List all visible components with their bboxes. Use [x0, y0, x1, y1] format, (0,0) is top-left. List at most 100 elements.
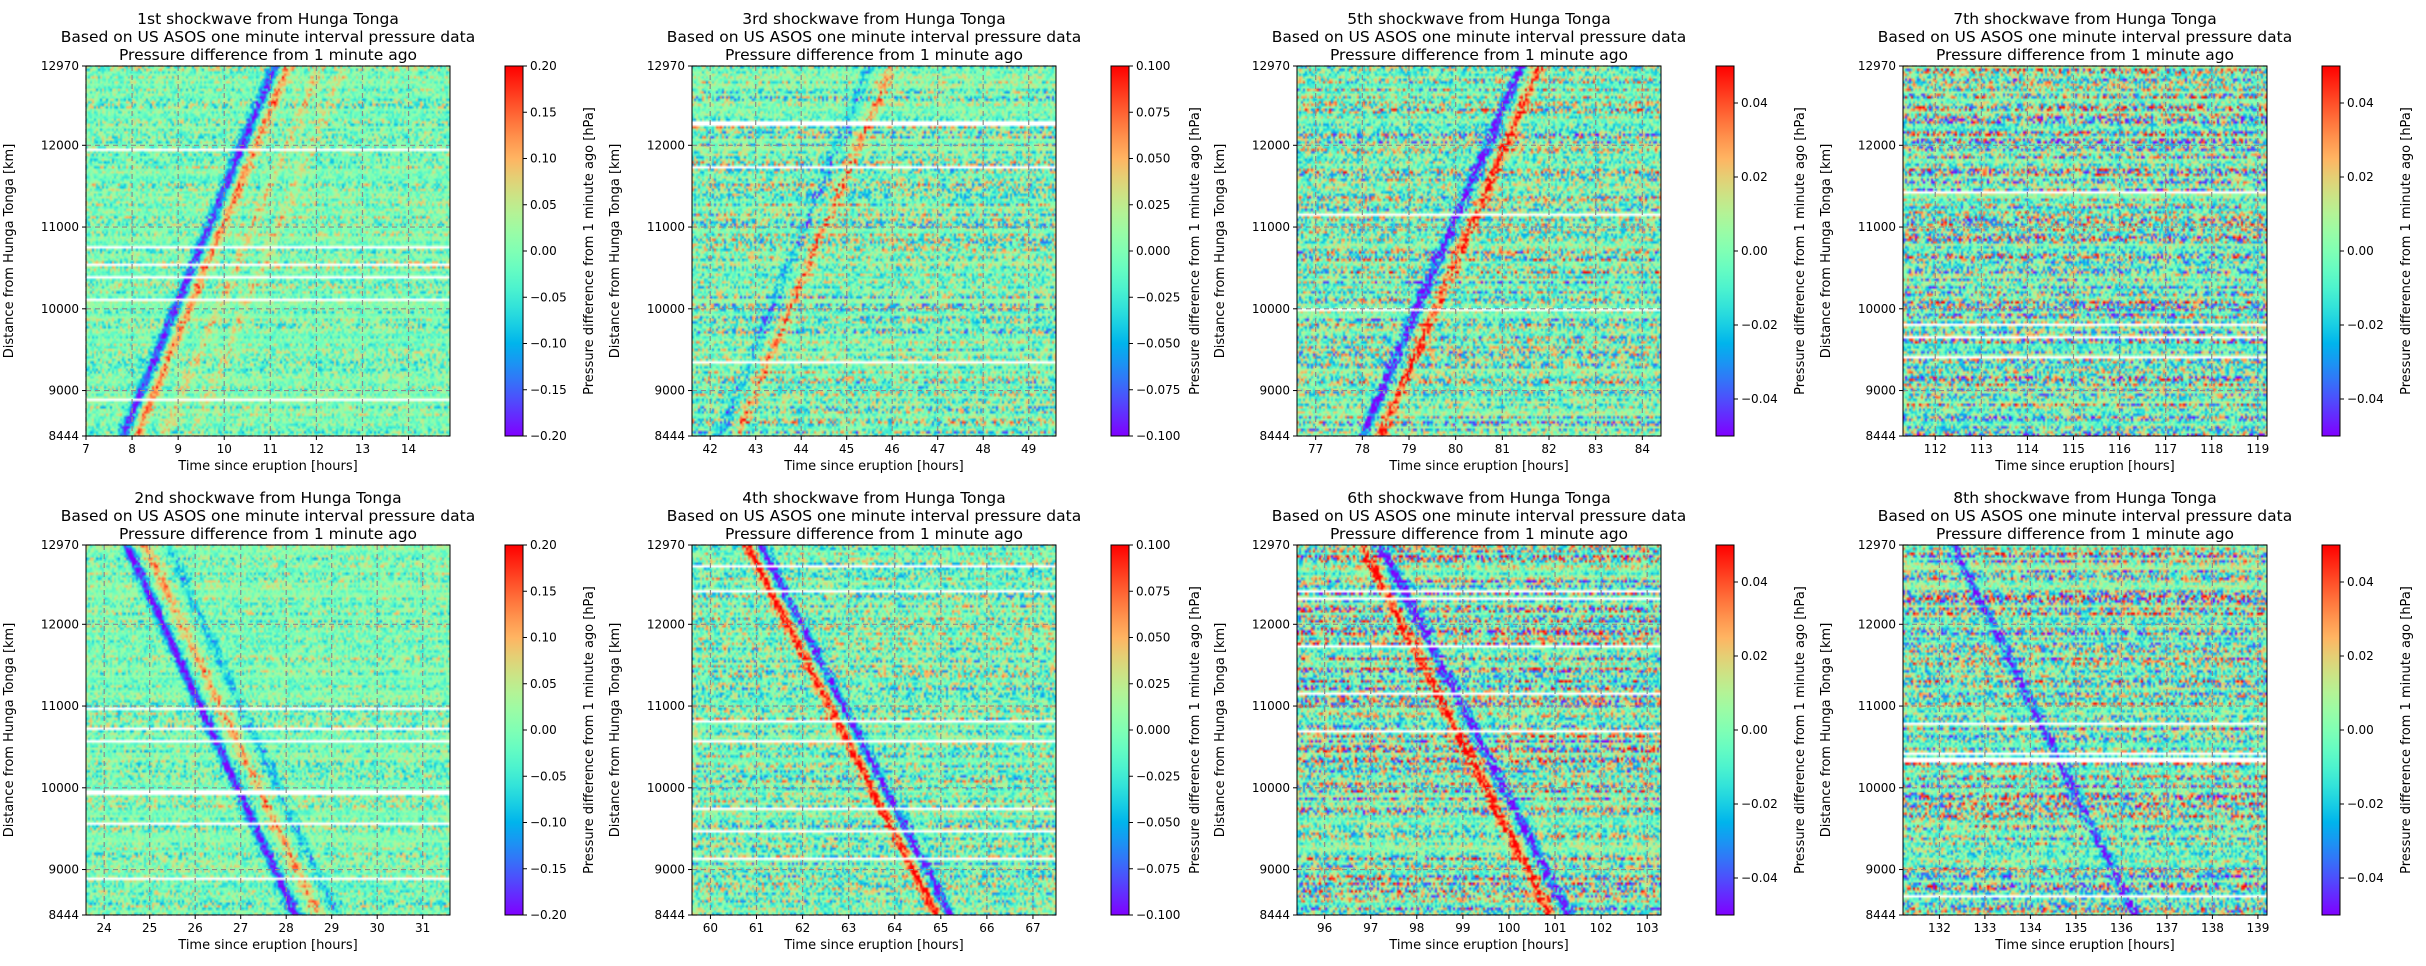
x-tick-label: 60: [703, 921, 718, 935]
colorbar-tick-label: −0.20: [530, 429, 567, 443]
x-tick-label: 115: [2062, 442, 2085, 456]
colorbar-tick-label: −0.100: [1136, 429, 1180, 443]
x-axis-label: Time since eruption [hours]: [1388, 938, 1568, 953]
y-tick-label: 9000: [48, 384, 79, 398]
y-tick-label: 11000: [41, 220, 79, 234]
colorbar-label: Pressure difference from 1 minute ago [h…: [2399, 107, 2414, 395]
x-tick-label: 98: [1409, 921, 1424, 935]
x-tick-label: 103: [1636, 921, 1659, 935]
colorbar-tick-label: −0.05: [530, 769, 567, 783]
colorbar-tick-label: −0.04: [2347, 392, 2384, 406]
colorbar-tick-label: −0.02: [1741, 318, 1778, 332]
y-axis-label: Distance from Hunga Tonga [km]: [608, 144, 623, 359]
x-tick-label: 66: [979, 921, 994, 935]
colorbar-tick-label: −0.04: [1741, 871, 1778, 885]
colorbar-tick-label: 0.075: [1136, 105, 1170, 119]
x-tick-label: 62: [795, 921, 810, 935]
colorbar-tick-label: 0.04: [2347, 575, 2374, 589]
colorbar-tick-label: 0.00: [530, 723, 557, 737]
y-axis-label: Distance from Hunga Tonga [km]: [1819, 144, 1834, 359]
chart-title-line: Pressure difference from 1 minute ago: [1330, 525, 1628, 543]
y-tick-label: 9000: [1259, 384, 1290, 398]
colorbar-tick-label: 0.20: [530, 59, 557, 73]
x-tick-label: 64: [887, 921, 902, 935]
x-tick-label: 27: [233, 921, 248, 935]
colorbar-label: Pressure difference from 1 minute ago [h…: [1188, 586, 1203, 874]
x-tick-label: 30: [370, 921, 385, 935]
colorbar-tick-label: 0.02: [2347, 170, 2374, 184]
x-tick-label: 43: [748, 442, 763, 456]
x-tick-label: 63: [841, 921, 856, 935]
colorbar: [2321, 544, 2341, 916]
colorbar-tick-label: −0.02: [1741, 797, 1778, 811]
y-tick-label: 11000: [1252, 220, 1290, 234]
colorbar-tick-label: −0.025: [1136, 769, 1180, 783]
x-tick-label: 28: [279, 921, 294, 935]
chart-title-line: 2nd shockwave from Hunga Tonga: [134, 489, 401, 507]
x-tick-label: 101: [1544, 921, 1567, 935]
y-axis-label: Distance from Hunga Tonga [km]: [2, 623, 17, 838]
subplot-3: 42 43 44 45 46 47 48 49 8444 9000 10000 11000 12000 1…: [608, 10, 1203, 474]
colorbar-tick-label: −0.02: [2347, 797, 2384, 811]
heatmap-image: [86, 66, 450, 436]
colorbar-tick-label: 0.20: [530, 538, 557, 552]
y-tick-label: 10000: [647, 781, 685, 795]
y-tick-label: 12970: [1858, 59, 1896, 73]
chart-title-line: Based on US ASOS one minute interval pre…: [61, 28, 475, 46]
heatmap-image: [1297, 66, 1661, 436]
x-tick-label: 118: [2200, 442, 2223, 456]
y-tick-label: 12970: [647, 538, 685, 552]
x-axis-label: Time since eruption [hours]: [783, 938, 963, 953]
subplot-8: 132 133 134 135 136 137 138 139 8444 9000 10000 110…: [1819, 489, 2414, 953]
subplot-2: 24 25 26 27 28 29 30 31 8444 9000 10000 11000 12000 1…: [2, 489, 597, 953]
x-axis-label: Time since eruption [hours]: [177, 938, 357, 953]
colorbar-label: Pressure difference from 1 minute ago [h…: [1793, 586, 1808, 874]
subplot-6: 96 97 98 99 100 101 102 103 8444 9000 10000 11000 12…: [1213, 489, 1808, 953]
colorbar-tick-label: −0.100: [1136, 908, 1180, 922]
plot-frame: [1296, 65, 1662, 437]
y-tick-label: 8444: [48, 429, 79, 443]
x-tick-label: 99: [1455, 921, 1470, 935]
colorbar-tick-label: 0.02: [1741, 649, 1768, 663]
x-tick-label: 12: [309, 442, 324, 456]
x-tick-label: 45: [839, 442, 854, 456]
x-tick-label: 113: [1970, 442, 1993, 456]
colorbar-tick-label: 0.00: [1741, 244, 1768, 258]
x-tick-label: 8: [128, 442, 136, 456]
heatmap-image: [692, 66, 1056, 436]
x-tick-label: 61: [749, 921, 764, 935]
colorbar-tick-label: 0.050: [1136, 631, 1170, 645]
x-tick-label: 79: [1401, 442, 1416, 456]
colorbar-tick-label: −0.15: [530, 862, 567, 876]
y-tick-label: 12970: [1252, 59, 1290, 73]
y-tick-label: 12000: [1252, 138, 1290, 152]
colorbar-tick-label: −0.05: [530, 290, 567, 304]
x-axis-label: Time since eruption [hours]: [783, 459, 963, 474]
colorbar-tick-label: 0.05: [530, 198, 557, 212]
y-tick-label: 12000: [1858, 138, 1896, 152]
chart-title-line: 3rd shockwave from Hunga Tonga: [742, 10, 1005, 28]
chart-title-line: Based on US ASOS one minute interval pre…: [1272, 507, 1686, 525]
chart-title-line: Based on US ASOS one minute interval pre…: [1272, 28, 1686, 46]
colorbar-tick-label: 0.00: [1741, 723, 1768, 737]
x-tick-label: 46: [885, 442, 900, 456]
colorbar-tick-label: −0.04: [2347, 871, 2384, 885]
chart-title-line: 4th shockwave from Hunga Tonga: [742, 489, 1005, 507]
chart-title-line: Pressure difference from 1 minute ago: [1936, 525, 2234, 543]
x-tick-label: 24: [97, 921, 112, 935]
y-tick-label: 11000: [1858, 699, 1896, 713]
colorbar-tick-label: 0.050: [1136, 152, 1170, 166]
colorbar-tick-label: 0.10: [530, 631, 557, 645]
x-tick-label: 112: [1924, 442, 1947, 456]
y-tick-label: 8444: [1865, 908, 1896, 922]
colorbar-tick-label: −0.050: [1136, 816, 1180, 830]
chart-title-line: Based on US ASOS one minute interval pre…: [61, 507, 475, 525]
x-tick-label: 26: [188, 921, 203, 935]
colorbar-tick-label: 0.02: [1741, 170, 1768, 184]
x-tick-label: 133: [1973, 921, 1996, 935]
colorbar: [1715, 544, 1735, 916]
x-tick-label: 116: [2108, 442, 2131, 456]
plot-frame: [1902, 544, 2268, 916]
x-tick-label: 80: [1448, 442, 1463, 456]
chart-title-line: Based on US ASOS one minute interval pre…: [1878, 507, 2292, 525]
